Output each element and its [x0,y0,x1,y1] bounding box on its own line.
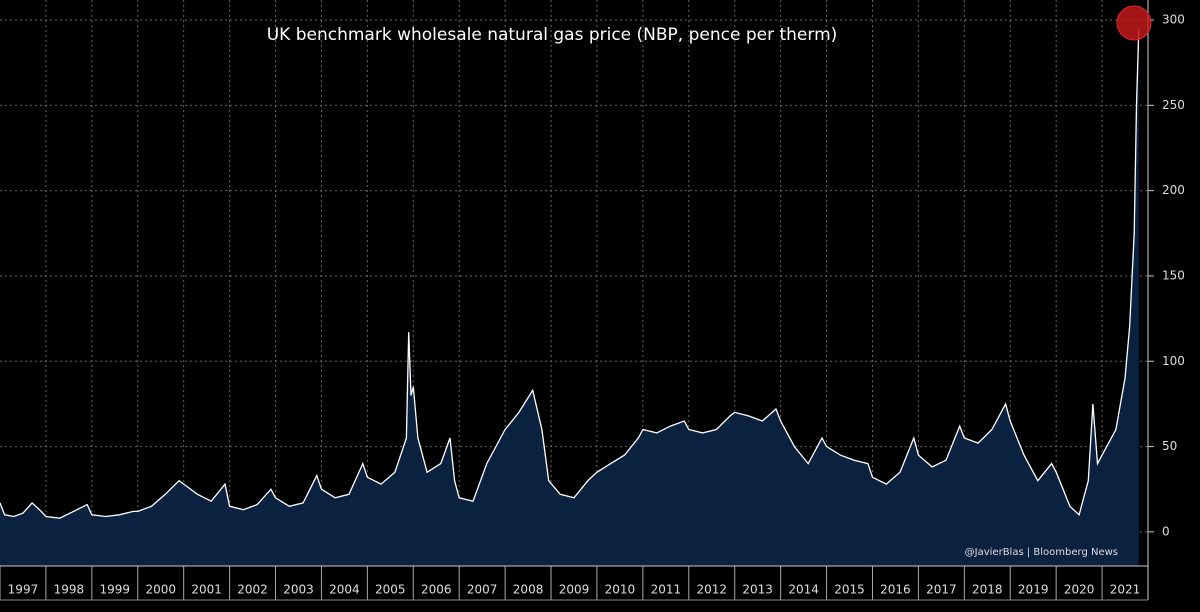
y-tick-label: 250 [1162,98,1185,112]
x-tick-label: 1999 [100,583,131,597]
x-tick-label: 2018 [972,583,1003,597]
y-tick-label: 150 [1162,268,1185,282]
x-tick-label: 2019 [1018,583,1049,597]
x-tick-label: 2020 [1064,583,1095,597]
price-line [0,28,1140,519]
x-tick-label: 2005 [375,583,406,597]
y-tick-label: 100 [1162,354,1185,368]
x-tick-label: 2013 [742,583,773,597]
x-tick-label: 2017 [926,583,957,597]
x-tick-label: 2009 [559,583,590,597]
x-tick-label: 2021 [1110,583,1141,597]
x-tick-label: 1998 [54,583,85,597]
highlight-circle [1116,5,1152,41]
x-tick-label: 2002 [237,583,268,597]
chart-title: UK benchmark wholesale natural gas price… [267,25,838,45]
x-tick-label: 2014 [788,583,819,597]
area-fill [0,28,1139,566]
x-tick-label: 2012 [696,583,727,597]
y-tick-label: 0 [1162,524,1170,538]
credit: @JavierBlas | Bloomberg News [965,547,1118,558]
x-tick-label: 2004 [329,583,360,597]
y-tick-label: 300 [1162,13,1185,27]
x-tick-label: 2011 [651,583,682,597]
x-tick-label: 2003 [283,583,314,597]
x-tick-label: 2007 [467,583,498,597]
plot-area: 0 50 100 150 200 250 300 1997 1998 1999 2000 2001 20… [0,0,1185,601]
y-tick-label: 200 [1162,183,1185,197]
x-tick-label: 2006 [421,583,452,597]
y-tick-label: 50 [1162,439,1177,453]
x-tick-label: 2000 [145,583,176,597]
x-tick-label: 2001 [191,583,222,597]
x-tick-label: 2010 [605,583,636,597]
x-tick-label: 1997 [8,583,39,597]
x-tick-label: 2016 [880,583,911,597]
x-tick-label: 2015 [834,583,865,597]
x-tick-label: 2008 [513,583,544,597]
